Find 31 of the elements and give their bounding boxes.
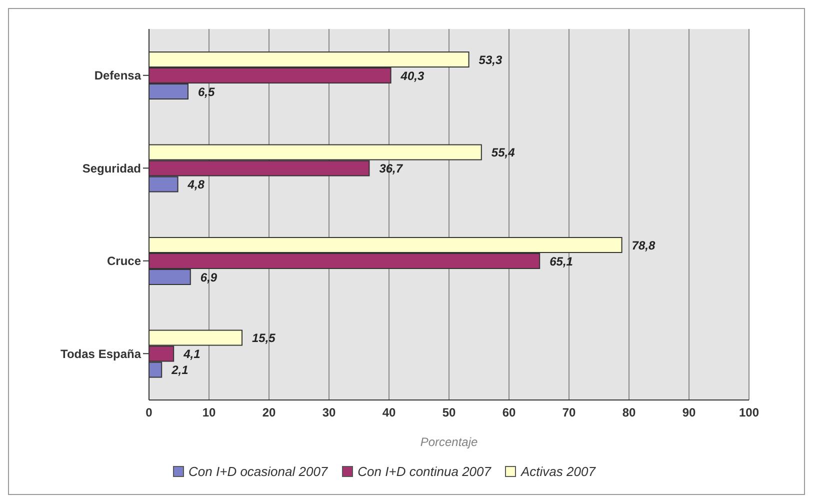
legend-label: Con I+D ocasional 2007 — [188, 464, 328, 479]
x-tick-label: 40 — [382, 406, 396, 420]
y-tick-label: Todas España — [60, 346, 142, 361]
data-label: 36,7 — [379, 162, 404, 176]
data-label: 55,4 — [491, 146, 516, 160]
x-tick-label: 30 — [322, 406, 336, 420]
data-label: 4,8 — [186, 178, 205, 192]
y-tick-label: Seguridad — [82, 161, 141, 176]
x-tick-label: 10 — [202, 406, 216, 420]
x-tick-label: 60 — [502, 406, 516, 420]
data-label: 4,1 — [182, 347, 201, 362]
x-tick-label: 50 — [442, 406, 456, 420]
x-tick-label: 20 — [262, 406, 276, 420]
data-label: 78,8 — [632, 238, 656, 252]
data-label: 6,5 — [198, 84, 216, 99]
data-label: 53,3 — [478, 52, 502, 67]
data-label: 15,5 — [252, 331, 276, 346]
x-tick-label: 100 — [738, 406, 760, 420]
data-label: 65,1 — [550, 254, 574, 268]
y-tick-label: Cruce — [106, 254, 142, 268]
legend-label: Con I+D continua 2007 — [356, 464, 492, 479]
x-tick-label: 90 — [682, 406, 696, 420]
data-label: 2,1 — [170, 363, 189, 378]
data-label: 40,3 — [400, 68, 424, 83]
x-tick-label: 70 — [562, 406, 576, 420]
legend-label: Activas 2007 — [520, 464, 596, 479]
x-tick-label: 0 — [146, 406, 153, 420]
x-tick-label: 80 — [622, 406, 636, 420]
x-axis-title: Porcentaje — [420, 435, 478, 449]
data-label: 6,9 — [200, 270, 218, 284]
y-tick-label: Defensa — [94, 68, 142, 83]
